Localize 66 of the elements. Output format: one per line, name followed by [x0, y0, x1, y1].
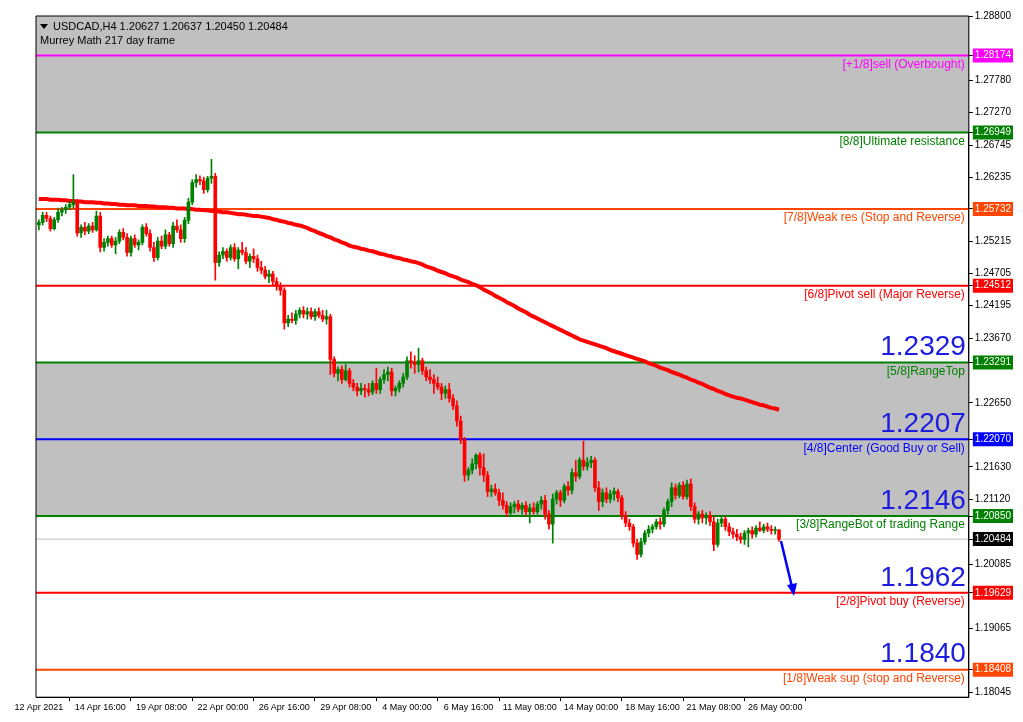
- y-tick-label: 1.25732: [974, 202, 1012, 214]
- y-tick-label: 1.19629: [974, 586, 1012, 598]
- y-tick-label: 1.20850: [974, 509, 1012, 521]
- annotation: 1.2329: [880, 330, 966, 362]
- candlestick: [612, 487, 616, 501]
- ref-line-label: [6/8]Pivot sell (Major Reverse): [804, 287, 965, 302]
- candlestick: [773, 526, 778, 535]
- ref-line-label: [8/8]Ultimate resistance: [839, 133, 966, 148]
- y-tick-label: 1.27780: [974, 73, 1012, 85]
- candlestick: [573, 459, 578, 482]
- candlestick: [704, 512, 708, 525]
- ref-line-label: [1/8]Weak sup (stop and Reverse): [782, 670, 965, 685]
- candlestick: [735, 528, 739, 541]
- ref-line-label: [4/8]Center (Good Buy or Sell): [803, 440, 965, 455]
- y-tick-label: 1.19065: [974, 622, 1012, 634]
- y-tick-label: 1.25215: [974, 235, 1012, 247]
- candlestick: [363, 384, 367, 398]
- x-tick-label: 14 May 00:00: [563, 702, 619, 713]
- x-tick-label: 18 May 16:00: [625, 702, 680, 713]
- y-tick-label: 1.26235: [974, 171, 1012, 183]
- candlestick: [589, 455, 593, 468]
- x-tick-label: 26 May 00:00: [747, 702, 803, 713]
- y-tick-label: 1.26949: [974, 126, 1012, 138]
- ref-line-label: [3/8]RangeBot of trading Range: [796, 517, 966, 532]
- y-tick-label: 1.28174: [974, 49, 1012, 61]
- y-tick-label: 1.20085: [974, 557, 1012, 569]
- x-tick-label: 26 Apr 16:00: [258, 702, 310, 713]
- y-tick-label: 1.24512: [974, 279, 1012, 291]
- text: Murrey Math 217 day frame: [40, 33, 177, 47]
- y-tick-label: 1.24195: [974, 299, 1012, 311]
- y-tick-label: 1.26745: [974, 139, 1012, 151]
- x-tick-label: 12 Apr 2021: [14, 702, 64, 713]
- y-tick-label: 1.20484: [974, 532, 1012, 544]
- ref-line-label: [7/8]Weak res (Stop and Reverse): [783, 210, 965, 225]
- ref-line-label: [2/8]Pivot buy (Reverse): [836, 594, 965, 609]
- x-tick-label: 11 May 08:00: [502, 702, 557, 713]
- y-tick-label: 1.22650: [974, 396, 1012, 408]
- candlestick: [366, 383, 371, 397]
- annotation: 1.2146: [880, 483, 966, 515]
- chart-title: USDCAD,H4 1.20627 1.20637 1.20450 1.20484: [53, 19, 288, 33]
- y-tick-label: 1.21120: [974, 492, 1011, 504]
- y-tick-label: 1.24705: [974, 267, 1012, 279]
- x-tick-label: 19 Apr 08:00: [136, 702, 188, 713]
- candlestick: [359, 383, 363, 395]
- annotation: 1.1840: [880, 637, 966, 669]
- x-tick-label: 4 May 00:00: [382, 702, 432, 713]
- x-tick-label: 14 Apr 16:00: [74, 702, 126, 713]
- x-tick-label: 6 May 16:00: [443, 702, 494, 713]
- y-tick-label: 1.23291: [974, 356, 1012, 368]
- ref-line-label: [5/8]RangeTop: [886, 363, 966, 378]
- annotation: 1.1962: [880, 560, 966, 592]
- y-tick-label: 1.22070: [974, 433, 1012, 445]
- candlestick: [267, 269, 271, 284]
- y-tick-label: 1.21630: [974, 460, 1012, 472]
- y-tick-label: 1.28800: [974, 9, 1012, 21]
- y-tick-label: 1.27270: [974, 105, 1012, 117]
- y-tick-label: 1.18045: [974, 686, 1012, 698]
- y-tick-label: 1.18408: [974, 663, 1012, 675]
- x-tick-label: 21 May 08:00: [686, 702, 742, 713]
- annotation: 1.2207: [880, 407, 966, 439]
- x-tick-label: 29 Apr 08:00: [320, 702, 372, 713]
- x-tick-label: 22 Apr 00:00: [197, 702, 249, 713]
- candlestick: [412, 355, 417, 374]
- y-tick-label: 1.23670: [974, 332, 1012, 344]
- candlestick: [386, 366, 390, 382]
- ref-line-label: [+1/8]sell (Overbought): [842, 56, 965, 71]
